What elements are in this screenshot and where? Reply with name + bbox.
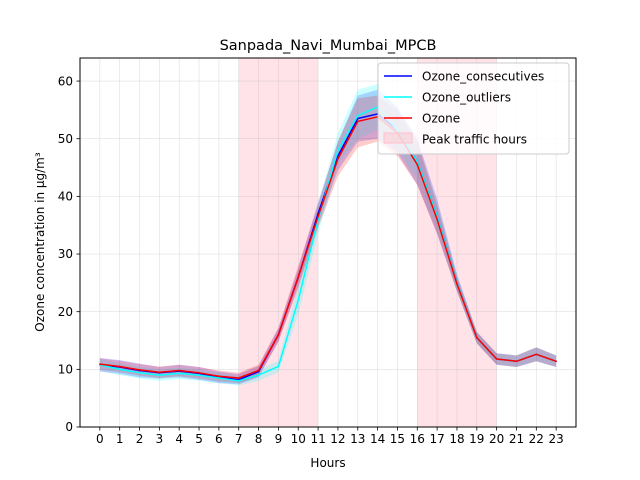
point-ozone: [436, 218, 438, 221]
x-tick-label: 13: [350, 432, 365, 446]
x-tick-label: 23: [549, 432, 564, 446]
legend-label-ozone: Ozone: [422, 112, 460, 126]
x-tick-label: 16: [410, 432, 425, 446]
x-tick-label: 19: [469, 432, 484, 446]
point-ozone: [476, 336, 478, 339]
point-ozone: [218, 375, 220, 378]
point-ozone: [198, 372, 200, 374]
point-ozone: [356, 120, 359, 123]
plot-frame: [79, 57, 577, 428]
point-ozone-outliers: [337, 149, 339, 152]
band-ozone-outliers: [99, 83, 557, 386]
x-tick-label: 5: [195, 432, 203, 446]
point-ozone-outliers: [257, 374, 260, 376]
y-axis-label: Ozone concentration in µg/m³: [33, 152, 47, 332]
y-tick-label: 0: [65, 420, 73, 434]
point-ozone: [277, 333, 280, 336]
x-axis-label: Hours: [310, 456, 345, 470]
point-ozone-consecutives: [356, 117, 359, 120]
x-tick-label: 22: [529, 432, 544, 446]
point-ozone: [555, 360, 557, 363]
point-ozone: [456, 283, 458, 285]
confidence-bands: [99, 83, 557, 386]
legend: Ozone_consecutives Ozone_outliers Ozone …: [377, 62, 570, 155]
chart-title: Sanpada_Navi_Mumbai_MPCB: [220, 38, 437, 54]
y-tick-label: 50: [58, 132, 73, 146]
point-ozone: [337, 158, 339, 160]
y-tick-label: 10: [58, 363, 73, 377]
point-ozone-outliers: [118, 368, 121, 371]
point-ozone: [257, 369, 260, 372]
point-ozone: [237, 377, 240, 379]
point-ozone: [515, 360, 518, 363]
x-tick-label: 0: [96, 432, 104, 446]
point-ozone: [118, 365, 121, 368]
point-ozone-outliers: [277, 365, 280, 368]
point-ozone: [158, 371, 161, 374]
point-ozone-outliers: [416, 160, 419, 163]
y-tick-label: 20: [58, 305, 73, 319]
x-tick-label: 10: [291, 432, 306, 446]
x-tick-label: 4: [175, 432, 183, 446]
x-tick-label: 20: [489, 432, 504, 446]
point-ozone: [495, 358, 498, 360]
x-tick-label: 1: [116, 432, 124, 446]
point-ozone: [99, 363, 101, 365]
line-ozone: [99, 116, 557, 379]
legend-box: [377, 62, 570, 155]
point-ozone-outliers: [158, 374, 161, 376]
x-tick-label: 18: [449, 432, 464, 446]
point-ozone: [317, 215, 319, 218]
y-tick-label: 30: [58, 247, 73, 261]
point-ozone: [535, 353, 538, 356]
point-ozone-outliers: [237, 380, 240, 382]
x-tick-label: 9: [275, 432, 283, 446]
legend-label-ozone-outliers: Ozone_outliers: [422, 91, 511, 105]
point-ozone-outliers: [138, 372, 141, 374]
x-tick-label: 3: [156, 432, 164, 446]
point-ozone-outliers: [356, 114, 359, 117]
legend-swatch-peak-traffic: [383, 132, 413, 144]
point-ozone: [416, 163, 419, 166]
point-ozone: [138, 369, 141, 371]
point-ozone-outliers: [178, 372, 180, 375]
y-tick-label: 60: [58, 74, 73, 88]
legend-label-ozone-consecutives: Ozone_consecutives: [422, 70, 544, 84]
point-ozone-outliers: [297, 299, 300, 301]
series-lines: [99, 106, 557, 382]
x-tick-label: 14: [370, 432, 385, 446]
y-tick-label: 40: [58, 190, 73, 204]
point-ozone-outliers: [198, 374, 200, 376]
point-ozone: [297, 276, 300, 278]
x-tick-label: 21: [509, 432, 524, 446]
axis-ticks: 0 1 2 3 4 5 6 7 8 9 10 11 12 13 14 15 16 17 18 19 20 21 22 2301…: [58, 74, 564, 446]
legend-label-peak-traffic: Peak traffic hours: [422, 133, 527, 147]
x-tick-label: 17: [429, 432, 444, 446]
x-tick-label: 7: [235, 432, 243, 446]
x-tick-label: 12: [330, 432, 345, 446]
x-tick-label: 8: [255, 432, 263, 446]
x-tick-label: 6: [215, 432, 223, 446]
point-ozone-consecutives: [337, 155, 339, 157]
x-tick-label: 11: [310, 432, 325, 446]
x-tick-label: 15: [390, 432, 405, 446]
point-ozone: [178, 369, 180, 372]
point-ozone-outliers: [218, 377, 220, 379]
band-ozone-consecutives: [99, 89, 557, 385]
x-tick-label: 2: [136, 432, 144, 446]
